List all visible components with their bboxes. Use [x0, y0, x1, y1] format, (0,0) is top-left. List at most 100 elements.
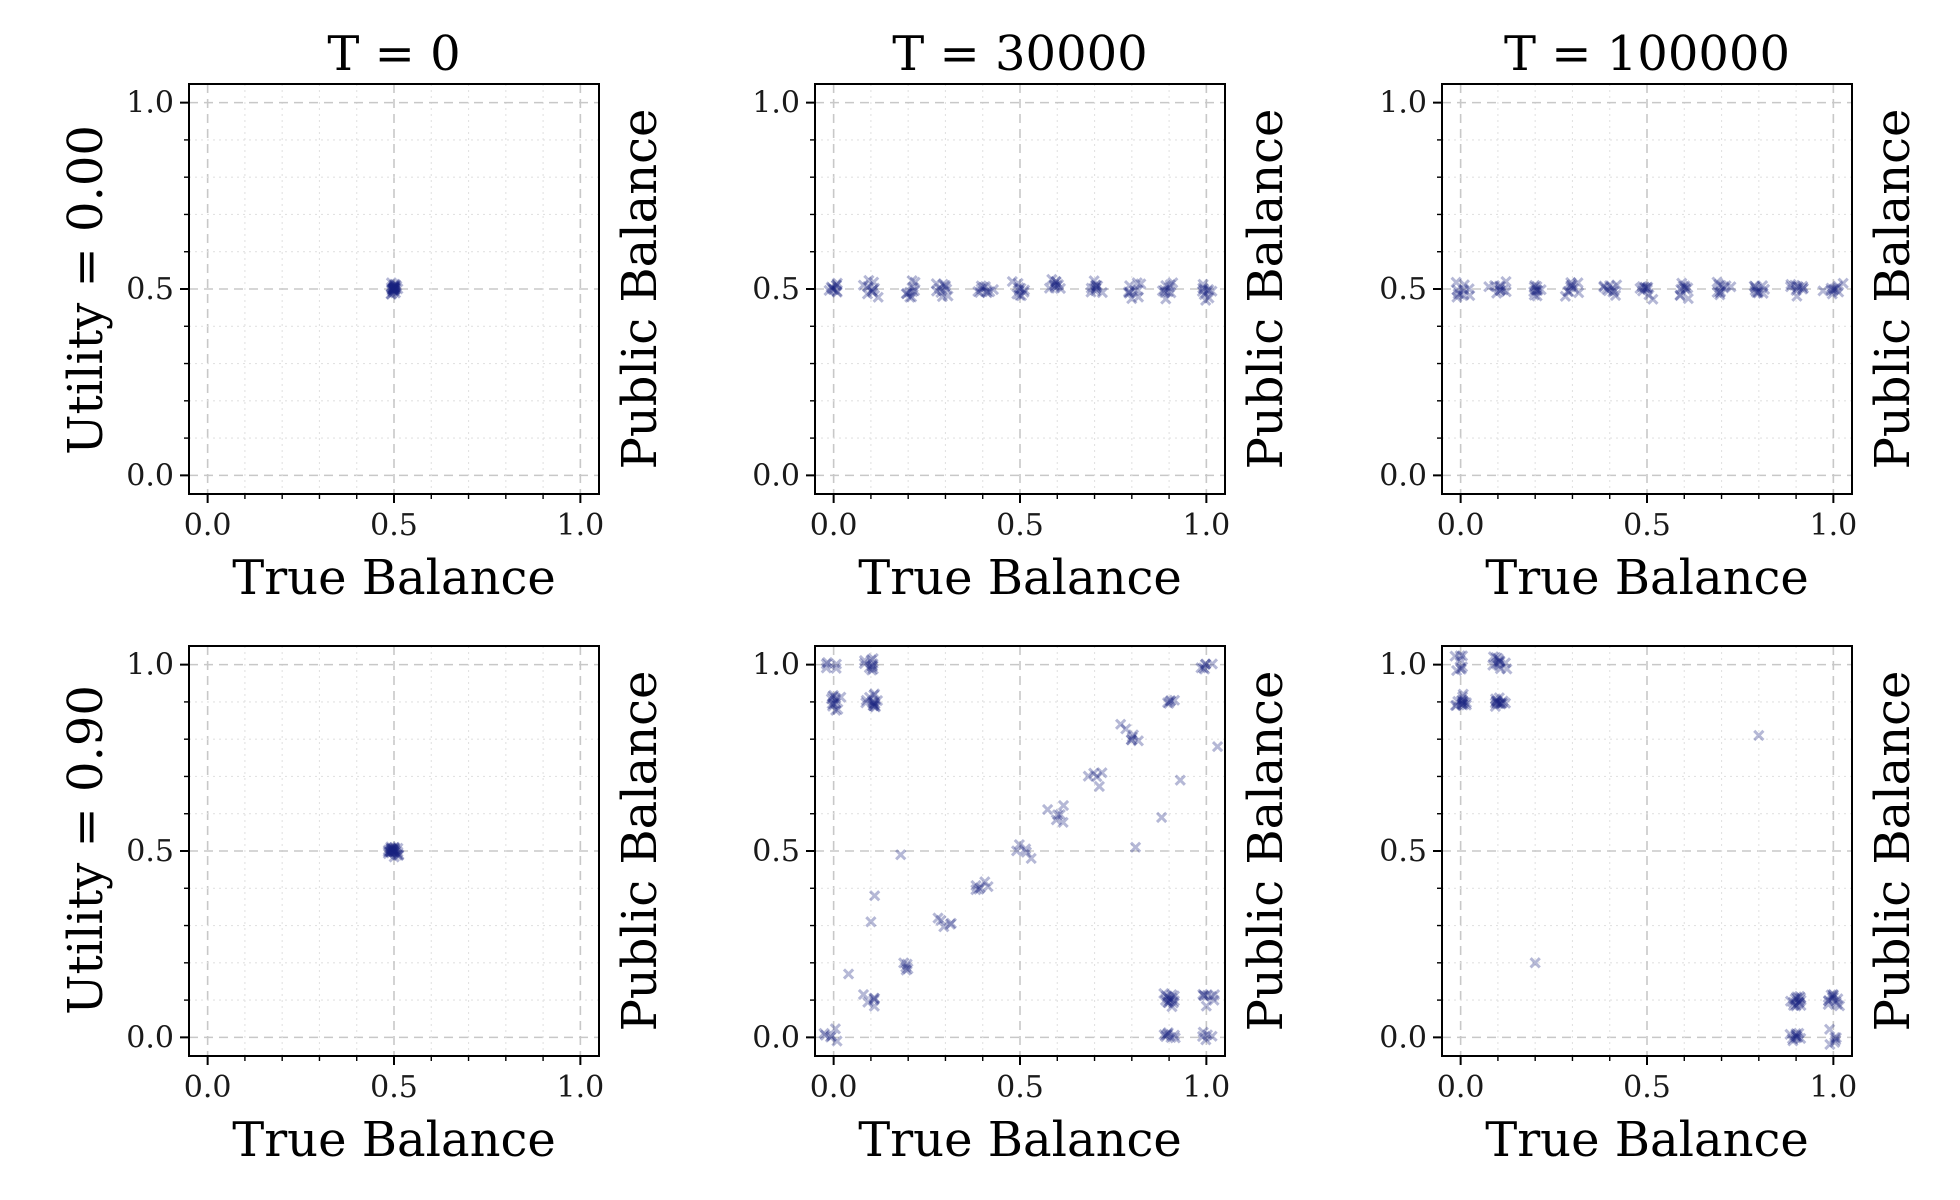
data-point: [1643, 289, 1655, 301]
data-point: [1093, 780, 1106, 793]
data-point: [944, 918, 957, 930]
data-point: [388, 284, 401, 296]
data-point: [1460, 699, 1473, 711]
data-point: [1200, 1034, 1212, 1046]
data-point: [1202, 285, 1214, 297]
data-point: [1793, 996, 1805, 1009]
y-tick-label: 0.0: [752, 458, 800, 493]
data-point: [1790, 999, 1803, 1011]
data-point: [1714, 286, 1727, 298]
data-point: [1674, 289, 1686, 302]
data-point: [1198, 990, 1210, 1002]
data-point: [1641, 283, 1654, 296]
data-point: [385, 288, 398, 300]
data-point: [1450, 664, 1463, 677]
data-point: [384, 845, 396, 858]
data-point: [385, 841, 397, 853]
data-point: [1787, 1035, 1799, 1047]
data-point: [1757, 287, 1769, 299]
data-point: [1208, 988, 1221, 1001]
data-point: [900, 964, 912, 976]
data-point: [1713, 278, 1725, 291]
data-point: [1825, 989, 1837, 1001]
data-point: [1753, 729, 1765, 742]
data-point: [1490, 695, 1502, 708]
data-point: [1679, 280, 1691, 292]
data-point: [935, 914, 947, 927]
data-point: [826, 698, 838, 710]
x-tick-label: 0.5: [370, 1070, 418, 1105]
data-point: [1127, 729, 1140, 741]
data-point: [1020, 846, 1033, 858]
y-tick-label: 1.0: [126, 86, 174, 121]
data-point: [1598, 281, 1610, 293]
data-point: [981, 287, 993, 299]
data-point: [972, 285, 984, 298]
data-point: [1791, 290, 1803, 302]
data-point: [1831, 998, 1843, 1010]
data-point: [1832, 280, 1844, 292]
data-point: [1794, 991, 1807, 1004]
data-point: [1010, 845, 1023, 857]
data-point: [1565, 279, 1577, 292]
data-point: [1464, 289, 1476, 302]
data-point: [861, 288, 874, 300]
data-point: [869, 698, 881, 710]
data-point: [1639, 282, 1651, 294]
data-point: [1460, 697, 1473, 709]
data-point: [830, 692, 842, 704]
data-point: [1784, 1028, 1796, 1041]
data-point: [1489, 693, 1502, 705]
data-point: [1494, 284, 1506, 296]
data-point: [1822, 994, 1835, 1007]
data-point: [1162, 1028, 1174, 1040]
data-point: [939, 280, 951, 293]
data-point: [1018, 284, 1031, 296]
data-point: [388, 845, 400, 858]
y-tick-label: 1.0: [752, 648, 800, 683]
data-point: [1824, 1038, 1836, 1051]
data-point: [1532, 284, 1544, 297]
data-point: [1012, 277, 1024, 290]
data-point: [1500, 286, 1512, 298]
data-point: [1211, 740, 1224, 753]
data-point: [1089, 285, 1102, 297]
data-point: [1124, 286, 1136, 299]
data-point: [1496, 697, 1508, 709]
data-point: [1784, 995, 1797, 1007]
data-point: [1714, 289, 1726, 301]
data-point: [863, 274, 875, 287]
data-point: [1197, 662, 1210, 674]
data-point: [938, 921, 950, 933]
data-point: [1636, 285, 1649, 297]
data-point: [1562, 285, 1575, 298]
column-title-t30000: T = 30000: [892, 26, 1147, 82]
data-point: [865, 916, 877, 928]
data-point: [1682, 292, 1694, 305]
data-point: [1041, 803, 1054, 816]
data-point: [1128, 284, 1140, 297]
data-point: [1051, 280, 1063, 292]
data-point: [1454, 662, 1466, 675]
data-point: [970, 879, 982, 892]
data-point: [385, 845, 397, 858]
data-point: [827, 698, 840, 710]
data-point: [387, 279, 400, 292]
data-point: [979, 876, 991, 888]
data-point: [1054, 808, 1066, 821]
data-point: [865, 654, 877, 666]
data-point: [1535, 284, 1547, 296]
data-point: [389, 280, 401, 292]
data-point: [975, 283, 987, 295]
x-tick-label: 1.0: [557, 508, 605, 543]
data-point: [1606, 282, 1619, 294]
data-point: [1489, 700, 1502, 713]
data-point: [1458, 696, 1470, 708]
data-point: [909, 276, 921, 288]
data-point: [1494, 655, 1506, 668]
data-point: [831, 285, 843, 297]
data-point: [1201, 989, 1213, 1002]
data-point: [868, 282, 881, 294]
data-point: [1825, 282, 1837, 294]
